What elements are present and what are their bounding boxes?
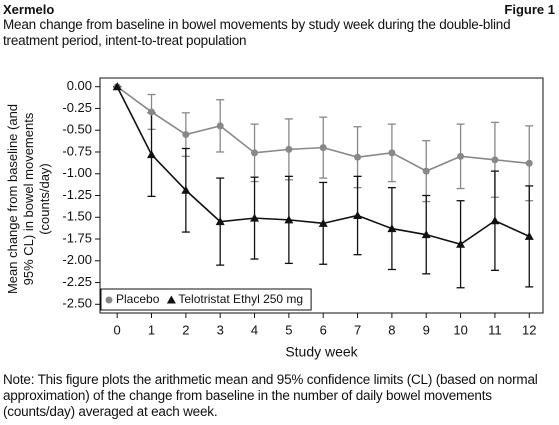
y-tick-label: -1.75 (62, 230, 92, 245)
point (147, 150, 157, 159)
note: Note: This figure plots the arithmetic m… (3, 372, 538, 419)
legend-box (100, 288, 312, 311)
x-tick-label: 9 (423, 322, 430, 337)
y-tick-label: -1.50 (62, 209, 92, 224)
x-tick-label: 8 (388, 322, 395, 337)
x-tick-label: 7 (354, 322, 361, 337)
x-tick-label: 5 (285, 322, 292, 337)
point (525, 159, 533, 167)
x-tick-label: 12 (522, 322, 536, 337)
brand: Xermelo (3, 2, 55, 17)
chart-title: Mean change from baseline in bowel movem… (3, 17, 511, 48)
point (353, 211, 363, 220)
legend-marker (105, 296, 113, 304)
y-tick-label: 0.00 (67, 78, 92, 93)
point (250, 213, 260, 222)
x-tick-label: 0 (114, 322, 121, 337)
legend-label: Placebo (116, 292, 160, 306)
point (319, 144, 327, 152)
point (251, 149, 259, 157)
point (457, 152, 465, 160)
point (387, 224, 397, 233)
point (491, 156, 499, 164)
point (422, 167, 430, 175)
y-axis-label: Mean change from baseline (and 95% CL) i… (5, 103, 52, 295)
point (181, 185, 191, 194)
x-tick-label: 1 (148, 322, 155, 337)
point (421, 230, 431, 239)
y-tick-label: -0.75 (62, 143, 92, 158)
point (456, 239, 466, 248)
point (284, 215, 294, 224)
plot-frame (99, 77, 544, 314)
legend-marker (166, 295, 176, 304)
figure-label: Figure 1 (504, 2, 555, 17)
point (216, 122, 224, 130)
point (354, 153, 362, 161)
point (524, 231, 534, 240)
point (215, 217, 225, 226)
x-tick-label: 4 (251, 322, 258, 337)
point (490, 216, 500, 225)
x-tick-label: 10 (453, 322, 467, 337)
point (318, 218, 328, 227)
x-tick-label: 6 (320, 322, 327, 337)
y-tick-label: -0.25 (62, 100, 92, 115)
legend-label: Telotristat Ethyl 250 mg (178, 292, 303, 306)
x-tick-label: 3 (217, 322, 224, 337)
y-tick-label: -2.25 (62, 274, 92, 289)
point (148, 108, 156, 116)
y-tick-label: -1.00 (62, 165, 92, 180)
y-tick-label: -2.00 (62, 252, 92, 267)
point (112, 82, 122, 91)
x-tick-label: 2 (182, 322, 189, 337)
point (388, 149, 396, 157)
x-tick-label: 11 (488, 322, 502, 337)
y-tick-label: -1.25 (62, 187, 92, 202)
x-axis-label: Study week (285, 344, 358, 360)
y-tick-label: -0.50 (62, 122, 92, 137)
point (285, 145, 293, 153)
y-tick-label: -2.50 (62, 296, 92, 311)
point (182, 131, 190, 139)
